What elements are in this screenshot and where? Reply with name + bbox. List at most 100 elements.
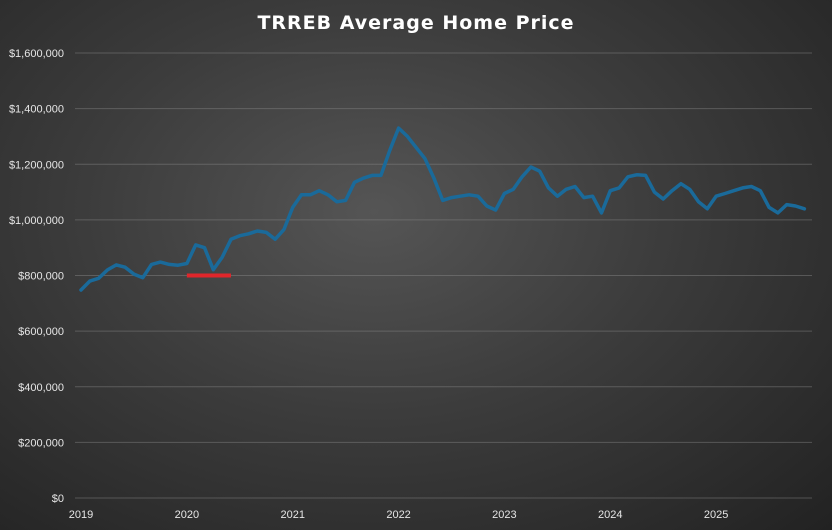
y-tick-label: $400,000: [18, 382, 64, 394]
data-point: [159, 260, 162, 264]
data-point: [485, 204, 488, 208]
data-point: [247, 232, 250, 235]
data-point: [123, 265, 127, 269]
data-point: [688, 188, 691, 191]
data-point: [150, 263, 153, 266]
data-point: [185, 262, 189, 265]
chart-title: TRREB Average Home Price: [257, 12, 575, 34]
data-point: [609, 189, 612, 192]
y-tick-label: $0: [52, 493, 64, 505]
data-point: [317, 189, 321, 192]
data-point: [644, 174, 647, 177]
data-point: [335, 200, 339, 203]
data-point: [203, 246, 206, 249]
data-point: [547, 186, 550, 190]
data-point: [88, 279, 92, 283]
data-point: [291, 206, 294, 209]
x-tick-label: 2021: [280, 509, 304, 521]
data-point: [794, 204, 797, 208]
data-point: [132, 272, 136, 276]
series-line: [79, 126, 807, 292]
y-tick-label: $1,600,000: [9, 48, 64, 60]
data-point: [459, 195, 462, 198]
x-tick-label: 2020: [175, 509, 199, 521]
data-point: [723, 192, 727, 195]
data-point: [670, 189, 674, 192]
data-point: [326, 193, 330, 197]
data-point: [741, 186, 744, 190]
data-point: [679, 182, 683, 185]
data-point: [759, 189, 762, 192]
gridlines: [75, 52, 812, 499]
data-point: [520, 175, 524, 178]
data-point: [617, 186, 621, 190]
y-tick-label: $800,000: [18, 271, 64, 283]
y-axis: $0 $200,000 $400,000 $600,000 $800,000 $1,000…: [9, 48, 64, 505]
data-point: [785, 203, 788, 206]
data-point: [415, 146, 418, 149]
data-point: [635, 173, 638, 177]
data-point: [282, 228, 286, 231]
y-tick-label: $1,200,000: [9, 159, 64, 171]
data-point: [494, 208, 497, 212]
data-point: [732, 189, 735, 192]
data-point: [697, 200, 700, 203]
data-point: [600, 211, 603, 215]
data-point: [194, 243, 197, 247]
data-point: [503, 192, 506, 195]
data-point: [626, 175, 630, 178]
y-tick-label: $1,000,000: [9, 215, 64, 227]
data-point: [379, 174, 383, 177]
data-point: [220, 256, 224, 259]
data-point: [168, 263, 171, 266]
data-point: [115, 263, 118, 267]
y-tick-label: $1,400,000: [9, 104, 64, 116]
data-point: [450, 196, 453, 199]
data-point: [370, 174, 374, 177]
data-point: [556, 195, 559, 198]
data-point: [229, 238, 233, 241]
data-point: [388, 149, 391, 152]
data-point: [176, 264, 180, 267]
data-point: [750, 185, 753, 188]
data-point: [212, 268, 215, 271]
data-point: [106, 268, 109, 272]
data-point: [776, 211, 780, 215]
data-point: [300, 193, 303, 197]
data-point: [256, 229, 259, 233]
data-point: [714, 195, 718, 198]
x-tick-label: 2025: [704, 509, 728, 521]
data-point: [529, 165, 533, 169]
data-point: [582, 196, 586, 199]
data-point: [512, 188, 515, 191]
data-point: [353, 181, 356, 184]
data-point: [564, 188, 568, 191]
x-tick-label: 2023: [492, 509, 516, 521]
data-point: [273, 238, 277, 241]
data-point: [653, 190, 656, 194]
data-point: [538, 170, 541, 173]
data-point: [432, 176, 436, 180]
data-point: [476, 195, 480, 198]
data-point: [265, 231, 268, 234]
data-point: [79, 288, 83, 292]
x-tick-label: 2022: [386, 509, 410, 521]
data-point: [591, 195, 594, 198]
data-point: [97, 277, 100, 280]
data-point: [441, 199, 444, 202]
x-tick-label: 2019: [69, 509, 93, 521]
data-point: [706, 207, 709, 210]
data-point: [767, 206, 771, 209]
y-tick-label: $200,000: [18, 437, 64, 449]
data-point: [362, 176, 365, 180]
x-axis: 2019 2020 2021 2022 2023 2024 2025: [69, 509, 729, 521]
data-point: [141, 276, 144, 279]
data-point: [309, 193, 312, 197]
data-point: [803, 207, 806, 210]
data-point: [238, 234, 241, 237]
data-point: [423, 157, 427, 160]
data-point: [662, 197, 665, 201]
data-point: [573, 185, 577, 188]
